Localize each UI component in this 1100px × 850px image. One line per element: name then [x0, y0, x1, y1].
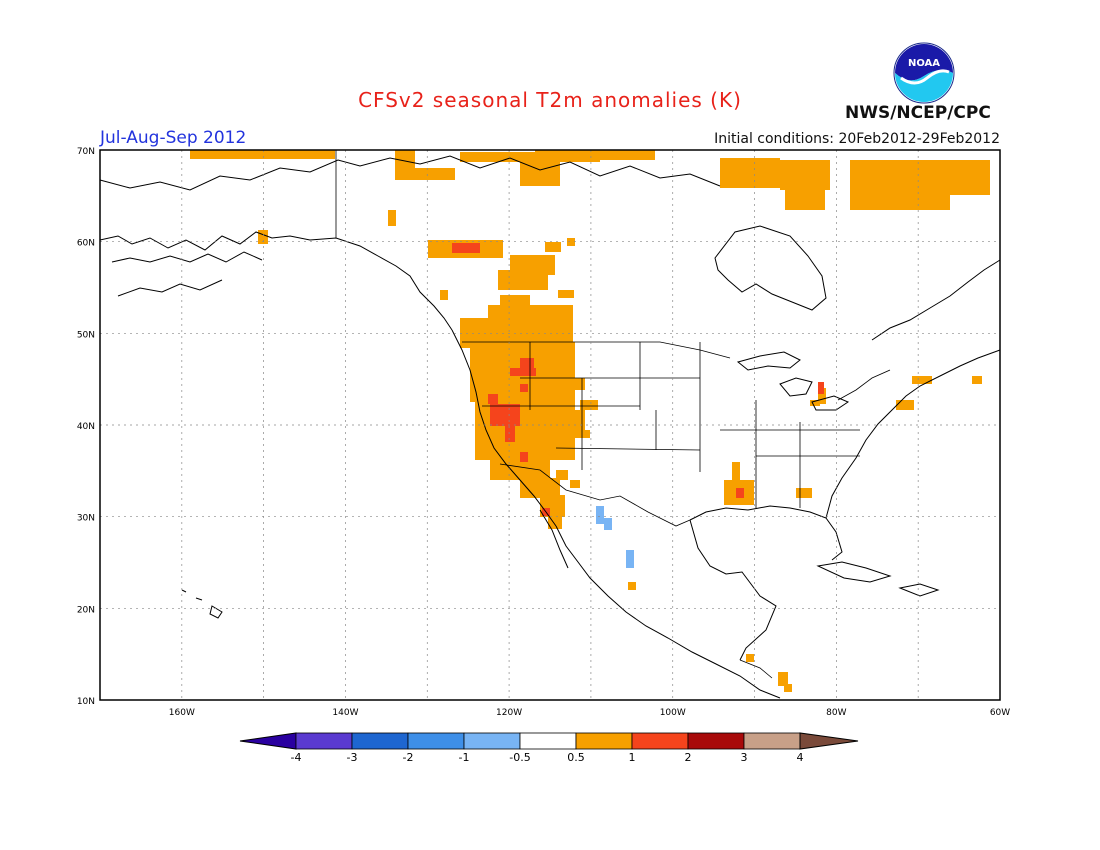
- anomaly-cell: [780, 160, 830, 190]
- lat-tick-label: 20N: [77, 605, 95, 615]
- legend-label: -2: [403, 751, 414, 764]
- lon-tick-label: 80W: [826, 708, 846, 718]
- legend-arrow-high: [799, 732, 859, 750]
- legend-swatch: [351, 732, 409, 750]
- anomaly-cell: [258, 230, 268, 244]
- lon-tick-label: 140W: [332, 708, 358, 718]
- anomaly-cell: [604, 518, 612, 530]
- anomaly-cell: [520, 452, 528, 462]
- initial-conditions: Initial conditions: 20Feb2012-29Feb2012: [714, 131, 1000, 147]
- anomaly-cell: [732, 462, 740, 482]
- legend-label: -1: [459, 751, 470, 764]
- anomaly-cell: [556, 470, 568, 480]
- anomaly-cell: [520, 162, 560, 186]
- map-title: CFSv2 seasonal T2m anomalies (K): [358, 88, 742, 112]
- anomaly-cell: [545, 242, 561, 252]
- anomaly-cell: [720, 158, 780, 188]
- legend-label: -0.5: [509, 751, 530, 764]
- agency-label: NWS/NCEP/CPC: [845, 103, 991, 123]
- lon-tick-label: 120W: [496, 708, 522, 718]
- anomaly-cell: [818, 382, 824, 394]
- lat-tick-label: 40N: [77, 422, 95, 432]
- coastlines: [99, 155, 1001, 699]
- legend-label: 0.5: [567, 751, 585, 764]
- anomaly-cell: [785, 190, 825, 210]
- anomaly-cell: [395, 150, 415, 168]
- legend-label: -3: [347, 751, 358, 764]
- latitude-labels: 70N 60N 50N 40N 30N 20N 10N: [77, 147, 95, 707]
- legend-swatch: [687, 732, 745, 750]
- political-borders: [335, 150, 891, 679]
- legend-swatch: [295, 732, 353, 750]
- anomaly-cell: [896, 400, 914, 410]
- anomaly-cell: [784, 684, 792, 692]
- legend-swatch: [631, 732, 689, 750]
- anomaly-cell: [505, 426, 515, 442]
- lon-tick-label: 100W: [660, 708, 686, 718]
- anomaly-cell: [778, 672, 788, 686]
- anomaly-cell: [626, 550, 634, 568]
- lat-lon-grid: [100, 150, 1000, 700]
- anomaly-cell: [535, 150, 655, 160]
- lat-tick-label: 50N: [77, 330, 95, 340]
- anomaly-cell: [736, 488, 744, 498]
- anomaly-cell: [570, 430, 590, 438]
- legend-swatch: [407, 732, 465, 750]
- anomaly-cell: [460, 152, 600, 162]
- noaa-logo-text: NOAA: [908, 58, 940, 69]
- color-legend: -4 -3 -2 -1 -0.5 0.5 1 2 3 4: [239, 732, 859, 764]
- anomaly-cell: [818, 388, 826, 404]
- anomaly-cell: [580, 400, 598, 410]
- anomaly-cell: [558, 290, 574, 298]
- lon-tick-label: 160W: [169, 708, 195, 718]
- lon-tick-label: 60W: [990, 708, 1010, 718]
- legend-swatch: [519, 732, 577, 750]
- anomaly-cell: [567, 238, 575, 246]
- legend-label: 1: [629, 751, 636, 764]
- anomaly-cell: [305, 150, 335, 159]
- anomaly-cell: [912, 376, 932, 384]
- anomaly-cell: [850, 190, 950, 210]
- anomaly-cell: [395, 168, 455, 180]
- anomaly-cells: [190, 150, 990, 692]
- legend-swatch: [743, 732, 801, 750]
- lat-tick-label: 70N: [77, 147, 95, 157]
- anomaly-cell: [488, 305, 573, 345]
- map-frame: [99, 149, 1001, 701]
- anomaly-cell: [570, 480, 580, 488]
- legend-label: 4: [797, 751, 804, 764]
- anomaly-cell: [548, 515, 562, 529]
- legend-swatch: [575, 732, 633, 750]
- anomaly-cell: [388, 210, 396, 226]
- forecast-period: Jul-Aug-Sep 2012: [100, 128, 247, 148]
- anomaly-cell: [746, 654, 754, 662]
- anomaly-cell: [452, 243, 480, 253]
- legend-label: 3: [741, 751, 748, 764]
- noaa-logo: NOAA: [893, 42, 955, 104]
- anomaly-cell: [510, 368, 536, 376]
- lat-tick-label: 10N: [77, 697, 95, 707]
- anomaly-cell: [440, 290, 448, 300]
- anomaly-cell: [596, 506, 604, 524]
- legend-label: -4: [291, 751, 302, 764]
- anomaly-cell: [972, 376, 982, 384]
- legend-label: 2: [685, 751, 692, 764]
- anomaly-cell: [575, 378, 585, 390]
- anomaly-cell: [520, 478, 560, 498]
- anomaly-cell: [796, 488, 812, 498]
- anomaly-cell: [498, 270, 548, 290]
- longitude-labels: 160W 140W 120W 100W 80W 60W: [169, 708, 1010, 718]
- anomaly-cell: [810, 400, 820, 406]
- anomaly-cell: [850, 160, 990, 195]
- anomaly-cell: [520, 384, 528, 392]
- legend-swatch: [463, 732, 521, 750]
- lat-tick-label: 30N: [77, 514, 95, 524]
- anomaly-cell: [628, 582, 636, 590]
- lat-tick-label: 60N: [77, 239, 95, 249]
- anomaly-cell: [190, 150, 330, 159]
- anomaly-cell: [490, 404, 520, 426]
- anomaly-cell: [488, 394, 498, 404]
- legend-arrow-low: [239, 732, 297, 750]
